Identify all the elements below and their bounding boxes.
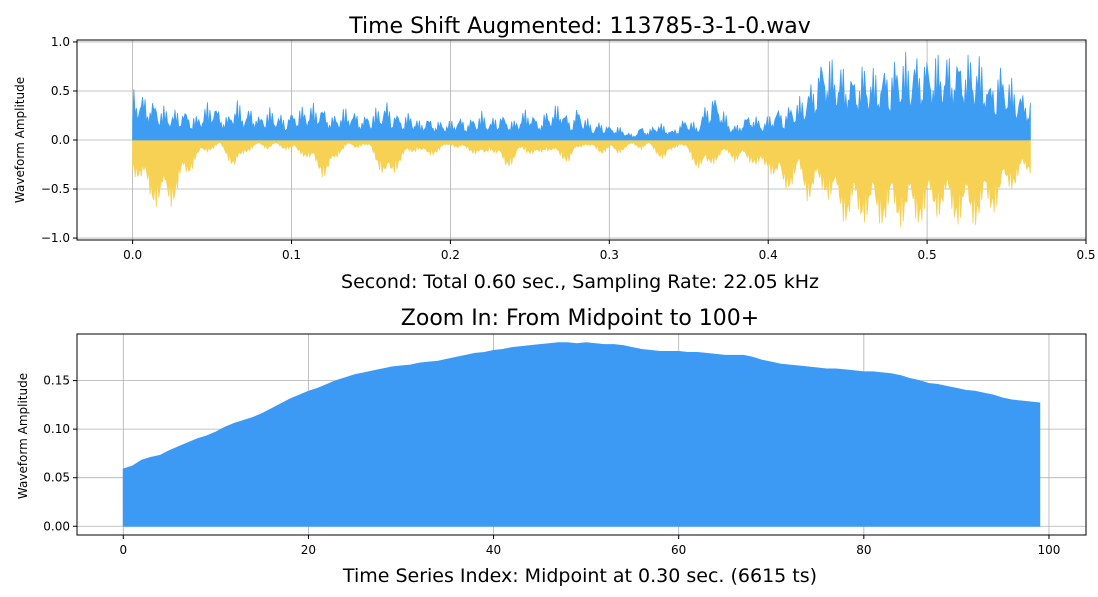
waveform-xlabel: Second: Total 0.60 sec., Sampling Rate: …	[341, 271, 819, 293]
waveform-x-tick-label: 0.0	[123, 248, 142, 262]
waveform-chart-title: Time Shift Augmented: 113785-3-1-0.wav	[348, 14, 811, 39]
waveform-chart: Time Shift Augmented: 113785-3-1-0.wav 0…	[13, 14, 1096, 293]
waveform-x-tick-label: 0.5	[1076, 248, 1095, 262]
zoom-chart-title: Zoom In: From Midpoint to 100+	[401, 306, 759, 331]
waveform-negative-series	[132, 139, 1031, 228]
zoom-xlabel: Time Series Index: Midpoint at 0.30 sec.…	[342, 565, 817, 587]
waveform-x-tick-label: 0.5	[918, 248, 937, 262]
zoom-x-tick-label: 80	[856, 543, 871, 557]
waveform-y-tick-label: −1.0	[41, 231, 70, 245]
waveform-positive-series	[132, 51, 1031, 141]
zoom-ylabel: Waveform Amplitude	[16, 373, 30, 499]
zoom-amplitude-series	[122, 342, 1041, 527]
waveform-x-tick-label: 0.2	[441, 248, 460, 262]
waveform-x-tick-label: 0.3	[600, 248, 619, 262]
zoom-x-tick-label: 100	[1038, 543, 1061, 557]
waveform-area	[132, 51, 1031, 228]
zoom-x-tick-label: 0	[119, 543, 127, 557]
waveform-ticks: 0.0 0.1 0.2 0.3 0.4 0.5 0.5 1.0 0.5 0.0 −0.5 −1.0	[41, 35, 1096, 262]
waveform-y-tick-label: 1.0	[51, 35, 70, 49]
zoom-y-tick-label: 0.00	[43, 519, 70, 533]
zoom-ticks: 0 20 40 60 80 100 0.00 0.05 0.10 0.15	[43, 374, 1060, 557]
zoom-y-tick-label: 0.05	[43, 471, 70, 485]
zoom-chart: Zoom In: From Midpoint to 100+ 0 20 40 60 80…	[16, 306, 1087, 587]
zoom-x-tick-label: 60	[671, 543, 686, 557]
zoom-x-tick-label: 40	[486, 543, 501, 557]
zoom-plot-frame	[76, 333, 1087, 536]
zoom-area	[122, 342, 1041, 527]
waveform-y-tick-label: 0.0	[51, 133, 70, 147]
waveform-y-tick-label: −0.5	[41, 182, 70, 196]
zoom-y-tick-label: 0.15	[43, 374, 70, 388]
waveform-plot-frame	[76, 39, 1087, 241]
zoom-y-tick-label: 0.10	[43, 422, 70, 436]
waveform-x-tick-label: 0.4	[759, 248, 778, 262]
zoom-x-tick-label: 20	[301, 543, 316, 557]
waveform-y-tick-label: 0.5	[51, 84, 70, 98]
waveform-ylabel: Waveform Amplitude	[13, 77, 27, 203]
waveform-x-tick-label: 0.1	[282, 248, 301, 262]
